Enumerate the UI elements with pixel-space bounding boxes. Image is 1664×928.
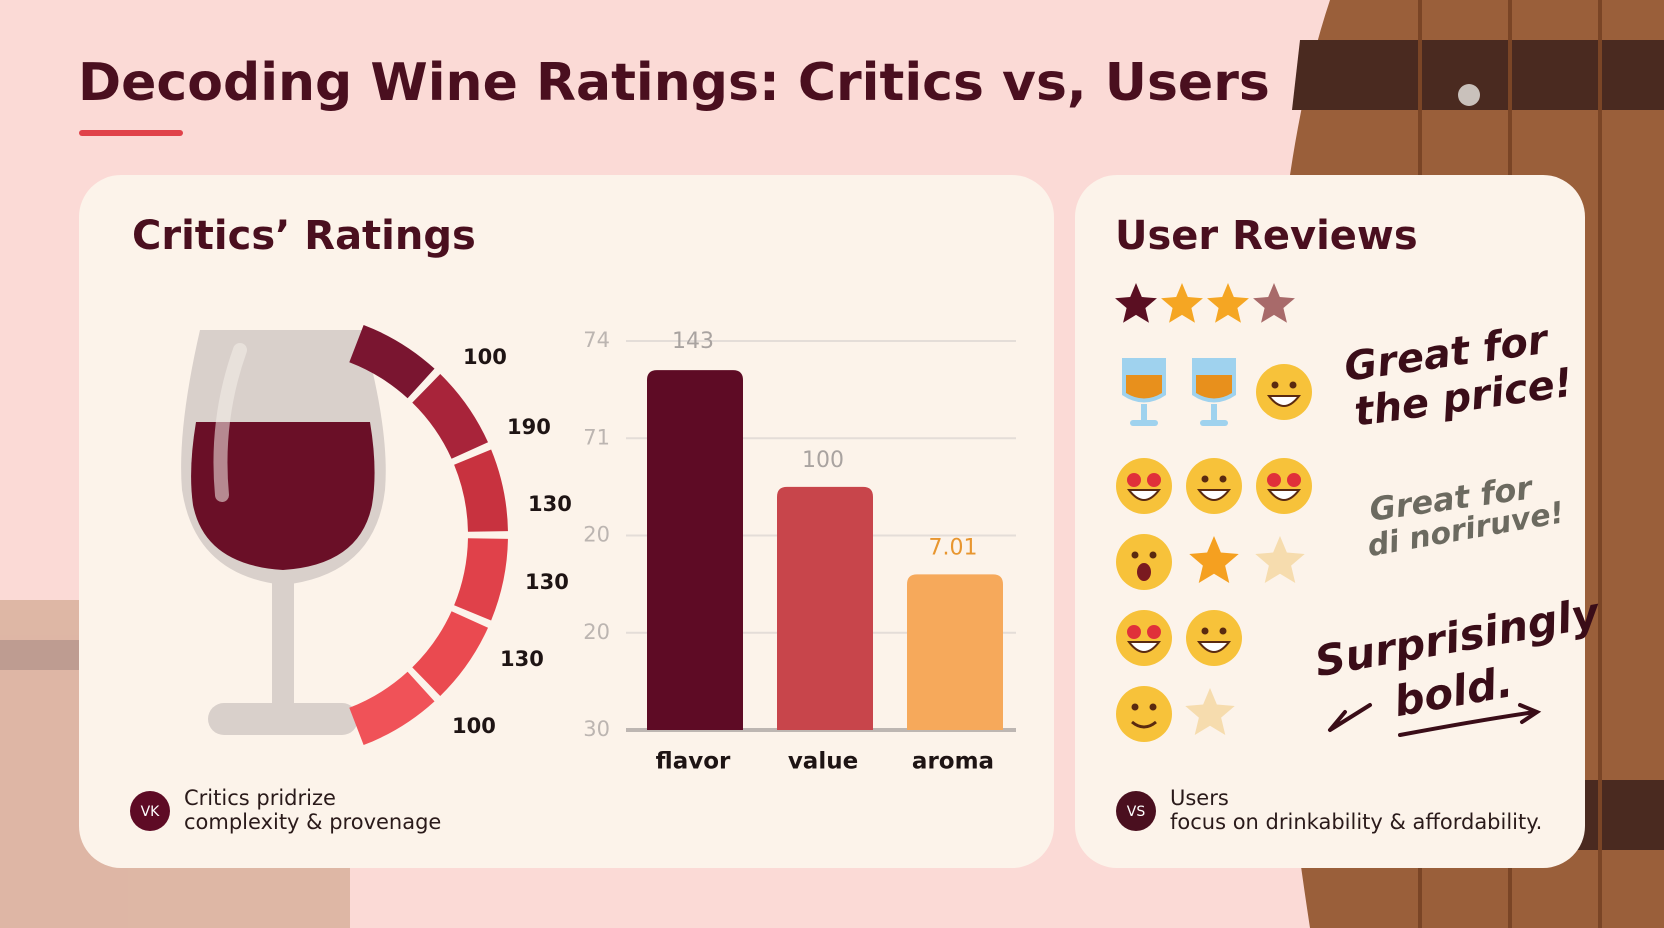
- emoji: [1116, 686, 1172, 742]
- emoji: [1186, 458, 1242, 514]
- gauge-label: 100: [463, 345, 507, 369]
- mouth: [1126, 641, 1162, 653]
- emoji: [1116, 534, 1172, 590]
- glass-stem: [1141, 404, 1147, 422]
- y-tick-label: 71: [583, 425, 610, 449]
- users-card: [1075, 175, 1585, 868]
- glass-base: [1130, 420, 1158, 426]
- review-icons: [1115, 283, 1312, 742]
- eye: [1287, 473, 1301, 487]
- eye: [1147, 625, 1161, 639]
- emoji: [1186, 610, 1242, 666]
- mouth: [1266, 489, 1302, 501]
- users-note: focus on drinkability & affordability.: [1170, 810, 1542, 834]
- gauge-label: 130: [525, 570, 569, 594]
- critics-badge: [130, 791, 170, 831]
- eye: [1131, 703, 1139, 711]
- eye: [1219, 475, 1227, 483]
- mouth: [1126, 489, 1162, 501]
- eye: [1149, 703, 1157, 711]
- eye: [1271, 381, 1279, 389]
- emoji: [1116, 610, 1172, 666]
- star: [1207, 283, 1249, 323]
- page-title: Decoding Wine Ratings: Critics vs, Users: [78, 53, 1270, 113]
- y-tick-label: 30: [583, 717, 610, 741]
- emoji: [1256, 364, 1312, 420]
- y-tick-label: 20: [583, 523, 610, 547]
- gauge-segment: [454, 538, 508, 621]
- users-note: Users: [1170, 786, 1229, 810]
- star: [1115, 283, 1157, 323]
- glass-wine: [1196, 375, 1232, 399]
- rating-gauge: 100 190 130 130 130 100: [349, 324, 572, 746]
- critics-note: complexity & provenage: [184, 810, 441, 834]
- critics-note: Critics pridrize: [184, 786, 336, 810]
- star: [1189, 536, 1239, 584]
- mouth: [1196, 489, 1232, 501]
- gauge-segment: [349, 671, 435, 746]
- star: [1253, 283, 1295, 323]
- star: [1161, 283, 1203, 323]
- critics-heading: Critics’ Ratings: [132, 213, 476, 259]
- gauge-label: 130: [500, 647, 544, 671]
- gauge-segment: [454, 449, 508, 532]
- bar: [647, 370, 743, 730]
- bar-chart: 74 71 20 20 30 143 flavor 100 value 7.01 aroma: [583, 328, 1016, 775]
- bar-label: 143: [672, 329, 714, 354]
- title-underline: [79, 130, 183, 136]
- bar: [907, 574, 1003, 730]
- eye: [1267, 473, 1281, 487]
- eye: [1131, 551, 1139, 559]
- eye: [1147, 473, 1161, 487]
- y-tick-label: 74: [583, 328, 610, 352]
- gauge-label: 190: [507, 415, 551, 439]
- eye: [1149, 551, 1157, 559]
- eye: [1201, 475, 1209, 483]
- glass-base: [1200, 420, 1228, 426]
- mouth: [1137, 563, 1151, 581]
- glass-wine: [1126, 375, 1162, 399]
- star: [1185, 688, 1235, 736]
- gauge-segment: [412, 374, 489, 459]
- badge-text: VS: [1127, 804, 1146, 820]
- users-badge: [1116, 791, 1156, 831]
- emoji: [1256, 458, 1312, 514]
- mouth: [1131, 720, 1157, 729]
- gauge-label: 130: [528, 492, 572, 516]
- emoji: [1116, 458, 1172, 514]
- eye: [1219, 627, 1227, 635]
- eye: [1289, 381, 1297, 389]
- gauge-segment: [412, 611, 489, 696]
- bar-label: 100: [802, 448, 844, 473]
- mouth: [1266, 395, 1302, 407]
- x-tick-label: aroma: [912, 749, 994, 775]
- wine-glass: [181, 330, 386, 735]
- glass-stem: [1211, 404, 1217, 422]
- users-heading: User Reviews: [1115, 213, 1418, 259]
- bar: [777, 486, 873, 730]
- barrel-left: [0, 600, 350, 928]
- bar-label: 7.01: [929, 535, 978, 560]
- x-tick-label: value: [788, 749, 858, 775]
- eye: [1127, 473, 1141, 487]
- badge-text: VK: [141, 804, 161, 820]
- note-arrows: [1328, 703, 1542, 737]
- y-tick-label: 20: [583, 620, 610, 644]
- mouth: [1196, 641, 1232, 653]
- x-tick-label: flavor: [656, 749, 731, 775]
- gauge-segment: [349, 324, 435, 399]
- star: [1255, 536, 1305, 584]
- gauge-label: 100: [452, 714, 496, 738]
- eye: [1201, 627, 1209, 635]
- eye: [1127, 625, 1141, 639]
